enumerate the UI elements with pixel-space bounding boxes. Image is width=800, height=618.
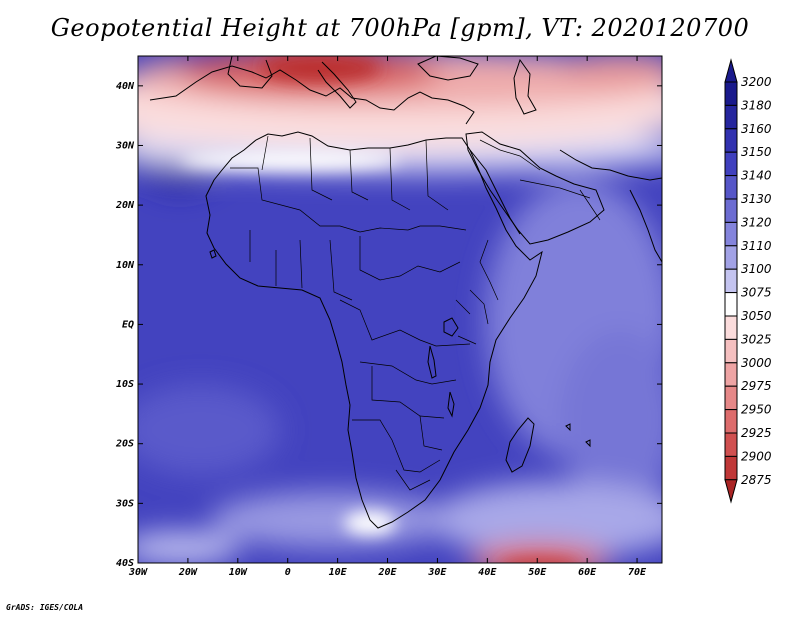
colorbar-swatch — [724, 385, 738, 411]
red-sea-coastline — [469, 149, 521, 235]
madagascar-coastline — [505, 417, 535, 473]
india-coastline — [629, 189, 662, 263]
iberia-coastline — [227, 56, 273, 89]
colorbar-label: 2950 — [741, 403, 772, 417]
colorbar-label: 2875 — [741, 473, 772, 487]
lat-tick-label: EQ — [122, 319, 134, 330]
arabia-coastline — [465, 131, 605, 245]
colorbar-swatch — [724, 455, 738, 481]
lat-tick-label: 30N — [115, 140, 135, 151]
colorbar-swatch — [724, 128, 738, 153]
colorbar-label: 3075 — [741, 286, 772, 300]
longitude-axis: 30W 20W 10W 0 10E 20E 30E 40E 50E 60E 70E — [128, 56, 647, 578]
colorbar-swatch — [724, 198, 738, 223]
latitude-axis: 40N 30N 20N 10N EQ 10S 20S 30S 40S — [115, 81, 662, 569]
lon-tick-label: 40E — [478, 567, 497, 578]
colorbar-swatch — [724, 245, 738, 270]
colorbar: 3200 3180 3160 3150 3140 3130 3120 3110 3100 3075… — [724, 58, 772, 504]
lat-tick-label: 10N — [116, 260, 135, 271]
colorbar-swatch — [724, 151, 738, 177]
credit-text: GrADS: IGES/COLA — [6, 603, 84, 612]
colorbar-label: 3160 — [741, 122, 772, 136]
lake-malawi — [447, 391, 455, 418]
plot-frame — [137, 55, 663, 564]
colorbar-swatch — [724, 221, 738, 247]
cape-verde-islands — [209, 249, 217, 259]
colorbar-label: 2975 — [741, 379, 772, 393]
lat-tick-label: 30S — [115, 498, 134, 509]
coastlines — [149, 56, 662, 529]
colorbar-label: 3130 — [741, 192, 772, 206]
lat-tick-label: 20N — [115, 200, 135, 211]
colorbar-swatch — [724, 81, 738, 106]
colorbar-swatch — [724, 292, 738, 317]
lat-tick-label: 10S — [116, 379, 134, 390]
lat-tick-label: 20S — [115, 439, 134, 450]
lon-tick-label: 10W — [229, 567, 248, 578]
colorbar-label: 3150 — [741, 145, 772, 159]
country-borders — [230, 135, 601, 491]
colorbar-swatch — [724, 338, 738, 364]
colorbar-label: 3100 — [741, 262, 772, 276]
colorbar-label: 3000 — [741, 356, 772, 370]
lat-tick-label: 40S — [116, 558, 134, 569]
colorbar-label: 3120 — [741, 215, 772, 229]
italy-coastline — [317, 61, 357, 109]
lon-tick-label: 20W — [178, 567, 198, 578]
colorbar-swatch — [724, 362, 738, 387]
colorbar-top-arrow — [724, 58, 738, 83]
colorbar-label: 3025 — [741, 332, 772, 346]
colorbar-label: 3180 — [741, 98, 772, 112]
europe-coastline — [149, 65, 475, 125]
colorbar-label: 3110 — [741, 239, 772, 253]
lon-tick-label: 0 — [285, 567, 291, 578]
colorbar-bottom-arrow — [724, 479, 738, 504]
caspian-coastline — [513, 58, 537, 115]
colorbar-swatch — [724, 432, 738, 457]
lon-tick-label: 30W — [128, 567, 148, 578]
colorbar-label: 3200 — [741, 75, 772, 89]
lon-tick-label: 60E — [578, 567, 597, 578]
lon-tick-label: 70E — [628, 567, 647, 578]
colorbar-label: 3140 — [741, 169, 772, 183]
mascarene-islands — [565, 423, 591, 448]
lon-tick-label: 50E — [528, 567, 547, 578]
map-title: Geopotential Height at 700hPa [gpm], VT:… — [50, 14, 750, 42]
colorbar-label: 3050 — [741, 309, 772, 323]
height-field — [138, 56, 662, 563]
lake-tanganyika — [427, 345, 437, 379]
colorbar-swatch — [724, 315, 738, 340]
africa-coastline — [205, 131, 543, 529]
lon-tick-label: 20E — [377, 567, 397, 578]
colorbar-label: 2925 — [741, 426, 772, 440]
colorbar-swatch — [724, 268, 738, 294]
colorbar-swatch — [724, 175, 738, 200]
lon-tick-label: 10E — [329, 567, 348, 578]
colorbar-swatch — [724, 409, 738, 434]
colorbar-label: 2900 — [741, 449, 772, 463]
lake-victoria — [443, 317, 459, 337]
iran-coastline — [559, 149, 662, 181]
lon-tick-label: 30E — [427, 567, 447, 578]
colorbar-swatch — [724, 104, 738, 130]
lat-tick-label: 40N — [116, 81, 135, 92]
